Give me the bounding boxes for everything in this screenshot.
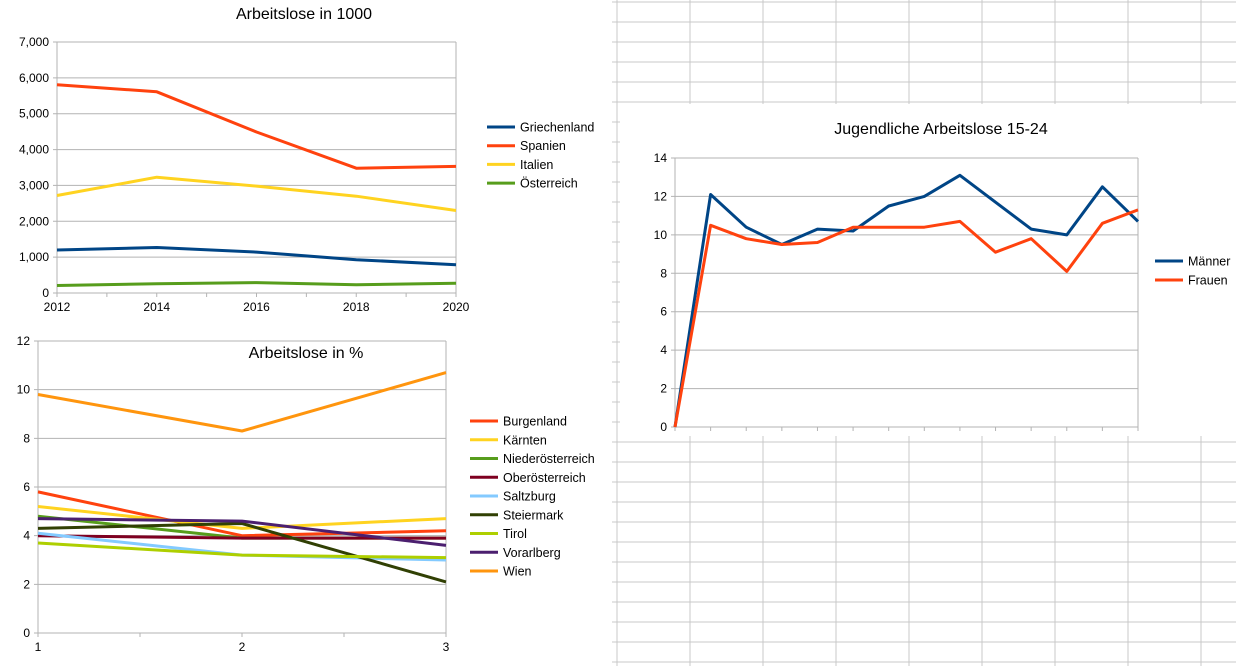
legend-label: Oberösterreich	[503, 471, 586, 485]
chart-arbeitslose-1000[interactable]: Arbeitslose in 1000 0 1,000 2,000 3,000 4,00…	[0, 0, 606, 322]
y-tick-label: 0	[23, 626, 30, 640]
series-line	[37, 505, 447, 530]
series-line	[56, 175, 457, 212]
x-tick-label: 2016	[243, 300, 270, 314]
x-tick-label: 1	[35, 640, 42, 654]
legend-label: Spanien	[520, 139, 566, 153]
chart-arbeitslose-1000-svg: Arbeitslose in 1000 0 1,000 2,000 3,000 4,00…	[19, 6, 594, 314]
series-line	[37, 490, 447, 538]
legend-label: Frauen	[1188, 274, 1228, 288]
y-tick-label: 2	[660, 382, 667, 396]
legend-label: Steiermark	[503, 508, 564, 522]
y-tick-label: 10	[654, 228, 668, 242]
x-tick-label: 3	[443, 640, 450, 654]
series-line	[56, 83, 457, 170]
y-tick-label: 12	[654, 189, 668, 203]
series-line	[673, 208, 1139, 428]
series-line	[37, 541, 447, 560]
series-line	[673, 173, 1140, 428]
y-tick-label: 2,000	[19, 214, 49, 228]
y-tick-label: 4,000	[19, 143, 49, 157]
legend-label: Kärnten	[503, 433, 547, 447]
chart-jugendliche-arbeitslose[interactable]: Jugendliche Arbeitslose 15-24 0 2 4 6 8 10 12 1…	[620, 104, 1236, 436]
y-tick-label: 5,000	[19, 107, 49, 121]
legend-label: Männer	[1188, 255, 1230, 269]
y-tick-label: 4	[23, 529, 30, 543]
legend-label: Niederösterreich	[503, 452, 595, 466]
x-tick-label: 2018	[343, 300, 370, 314]
chart-jugendliche-arbeitslose-svg: Jugendliche Arbeitslose 15-24 0 2 4 6 8 10 12 1…	[654, 121, 1231, 434]
series-line	[37, 522, 447, 584]
y-tick-label: 6	[660, 305, 667, 319]
y-tick-label: 7,000	[19, 35, 49, 49]
legend-label: Wien	[503, 565, 532, 579]
y-tick-label: 14	[654, 151, 668, 165]
y-tick-label: 0	[42, 286, 49, 300]
x-tick-label: 2012	[44, 300, 71, 314]
y-tick-label: 6	[23, 480, 30, 494]
legend-label: Burgenland	[503, 415, 567, 429]
chart-title: Arbeitslose in %	[249, 345, 364, 362]
series-line	[37, 371, 447, 433]
series-line	[56, 246, 457, 267]
y-tick-label: 12	[17, 334, 31, 348]
legend-label: Vorarlberg	[503, 546, 561, 560]
series-line	[37, 517, 447, 547]
y-tick-label: 8	[23, 431, 30, 445]
legend-label: Italien	[520, 158, 553, 172]
y-tick-label: 4	[660, 343, 667, 357]
y-tick-label: 8	[660, 266, 667, 280]
series-line	[56, 281, 457, 287]
chart-title: Arbeitslose in 1000	[236, 6, 372, 23]
chart-title: Jugendliche Arbeitslose 15-24	[834, 121, 1048, 138]
y-tick-label: 10	[17, 383, 31, 397]
x-tick-label: 2	[239, 640, 246, 654]
legend-label: Tirol	[503, 527, 527, 541]
legend-label: Saltzburg	[503, 490, 556, 504]
x-tick-label: 2020	[443, 300, 470, 314]
legend-label: Griechenland	[520, 121, 594, 135]
legend-label: Österreich	[520, 177, 578, 191]
y-tick-label: 3,000	[19, 178, 49, 192]
y-tick-label: 1,000	[19, 250, 49, 264]
y-tick-label: 0	[660, 420, 667, 434]
y-tick-label: 6,000	[19, 71, 49, 85]
y-tick-label: 2	[23, 577, 30, 591]
chart-arbeitslose-prozent[interactable]: Arbeitslose in % 0 2 4 6 8 10 12 1 2 3 Burgenland K…	[0, 330, 606, 666]
x-tick-label: 2014	[143, 300, 170, 314]
